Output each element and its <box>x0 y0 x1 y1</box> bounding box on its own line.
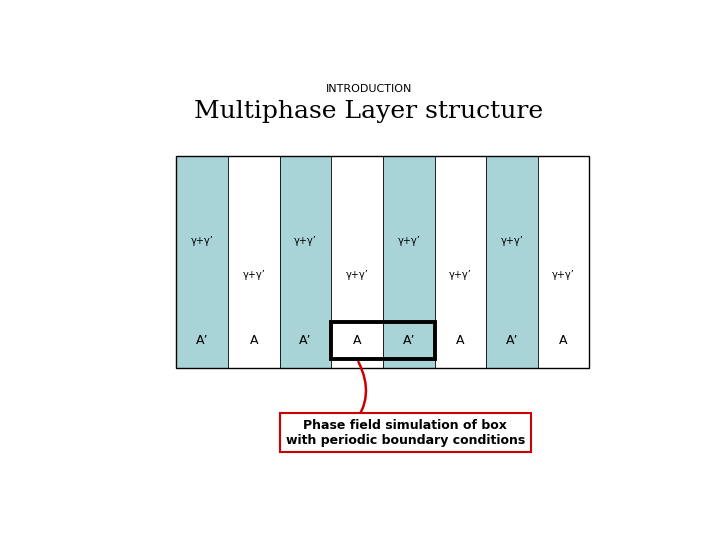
Text: γ+γ’: γ+γ’ <box>397 236 420 246</box>
Bar <box>279 156 331 368</box>
Bar <box>176 156 228 368</box>
Text: Multiphase Layer structure: Multiphase Layer structure <box>194 100 544 123</box>
Bar <box>331 156 383 368</box>
Text: A’: A’ <box>196 334 209 347</box>
Text: γ+γ’: γ+γ’ <box>500 236 523 246</box>
Text: Phase field simulation of box
with periodic boundary conditions: Phase field simulation of box with perio… <box>286 419 525 447</box>
Bar <box>538 156 590 368</box>
Text: γ+γ’: γ+γ’ <box>449 270 472 280</box>
Text: INTRODUCTION: INTRODUCTION <box>326 84 412 93</box>
Text: A’: A’ <box>300 334 312 347</box>
Bar <box>486 156 538 368</box>
Bar <box>435 156 486 368</box>
Text: γ+γ’: γ+γ’ <box>243 270 266 280</box>
Text: A: A <box>559 334 568 347</box>
Bar <box>331 322 435 360</box>
Bar <box>228 156 279 368</box>
Text: A’: A’ <box>402 334 415 347</box>
Bar <box>383 156 435 368</box>
Bar <box>176 156 590 368</box>
Text: A: A <box>250 334 258 347</box>
Text: A: A <box>353 334 361 347</box>
Text: γ+γ’: γ+γ’ <box>552 270 575 280</box>
Text: γ+γ’: γ+γ’ <box>294 236 317 246</box>
Text: γ+γ’: γ+γ’ <box>346 270 369 280</box>
Text: A: A <box>456 334 464 347</box>
Text: γ+γ’: γ+γ’ <box>191 236 214 246</box>
Text: A’: A’ <box>505 334 518 347</box>
